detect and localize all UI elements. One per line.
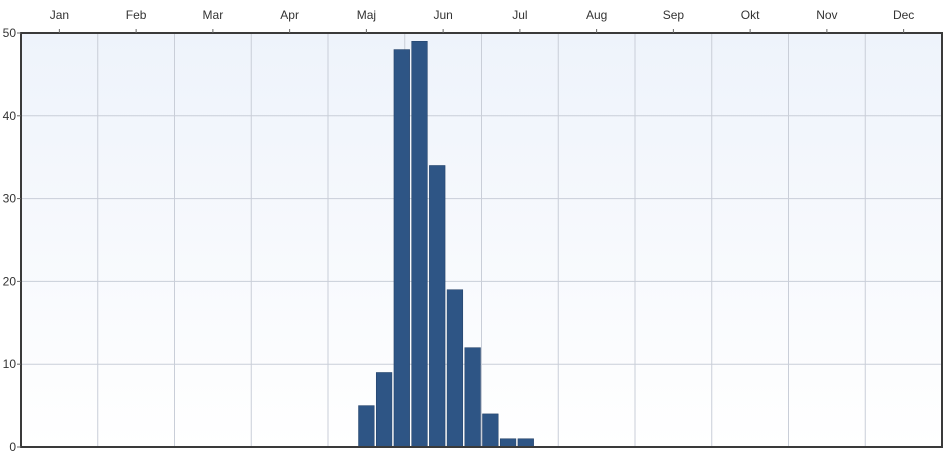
month-label: Mar <box>203 8 224 22</box>
plot-frame <box>20 32 943 448</box>
y-tick-label: 30 <box>3 192 17 206</box>
month-label: Jul <box>512 8 527 22</box>
month-label: Nov <box>816 8 837 22</box>
bar <box>517 438 534 448</box>
month-label: Maj <box>357 8 376 22</box>
bar <box>482 413 499 448</box>
bar <box>358 405 375 448</box>
bar <box>446 289 464 448</box>
month-label: Feb <box>126 8 147 22</box>
bar <box>393 49 410 448</box>
bar <box>411 41 428 448</box>
y-tick-label: 50 <box>3 26 17 40</box>
y-tick-label: 40 <box>3 109 17 123</box>
month-label: Aug <box>586 8 607 22</box>
y-tick-label: 0 <box>9 440 16 454</box>
bar <box>499 438 517 448</box>
month-label: Sep <box>663 8 685 22</box>
y-tick-label: 20 <box>3 274 17 288</box>
month-label: Apr <box>280 8 299 22</box>
month-label: Okt <box>741 8 760 22</box>
bar <box>375 372 393 448</box>
y-tick-label: 10 <box>3 357 17 371</box>
month-label: Jun <box>433 8 452 22</box>
bar <box>464 347 481 448</box>
bar <box>429 165 446 448</box>
month-label: Dec <box>893 8 914 22</box>
month-label: Jan <box>50 8 69 22</box>
